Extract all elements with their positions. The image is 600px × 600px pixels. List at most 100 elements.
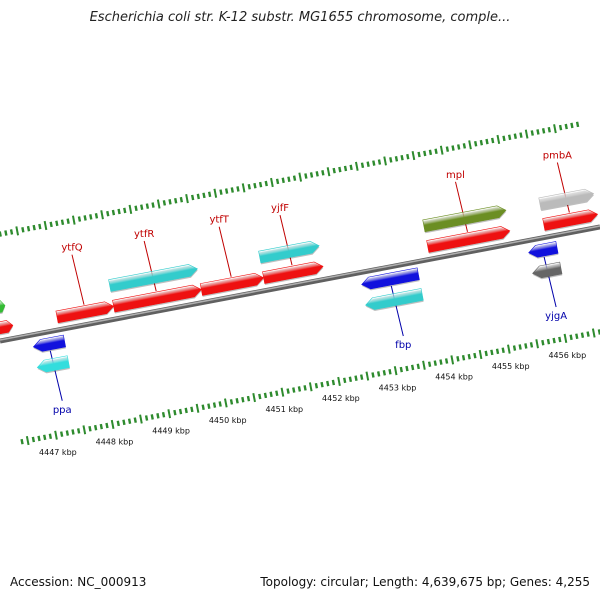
- gene-arrow[interactable]: [538, 188, 595, 212]
- ruler-minor-tick: [502, 135, 506, 142]
- ruler-major-tick: [308, 382, 313, 392]
- ruler-minor-tick: [207, 191, 212, 198]
- gene-arrow-body[interactable]: [528, 241, 559, 258]
- gene-label[interactable]: ytfR: [134, 229, 154, 240]
- ruler-minor-tick: [467, 353, 471, 360]
- gene-label[interactable]: ytfQ: [61, 243, 82, 254]
- ruler-minor-tick: [575, 333, 579, 340]
- gene-label[interactable]: fbp: [395, 340, 411, 351]
- ruler-minor-tick: [31, 436, 36, 443]
- gene-arrow[interactable]: [528, 241, 559, 260]
- ruler-minor-tick: [77, 216, 82, 222]
- ruler-minor-tick: [287, 176, 291, 183]
- kbp-tick-label: 4456 kbp: [548, 351, 586, 360]
- ruler-minor-tick: [174, 197, 178, 204]
- ruler-minor-tick: [360, 374, 364, 380]
- ruler-minor-tick: [558, 124, 563, 131]
- gene-label[interactable]: ytfT: [209, 215, 229, 226]
- ruler-minor-tick: [140, 204, 144, 210]
- ruler-major-tick: [478, 349, 483, 360]
- ruler-minor-tick: [179, 196, 184, 203]
- gene-arrow-body[interactable]: [426, 225, 511, 253]
- gene-label[interactable]: yjfF: [271, 203, 289, 214]
- ruler-minor-tick: [99, 423, 103, 430]
- gene-arrow[interactable]: [108, 263, 199, 293]
- gene-arrow[interactable]: [36, 355, 70, 375]
- gene-arrow-body[interactable]: [36, 355, 70, 374]
- ruler-major-tick: [393, 366, 398, 376]
- ruler-minor-tick: [218, 401, 222, 407]
- gene-arrow[interactable]: [0, 299, 6, 315]
- gene-arrow-body[interactable]: [262, 260, 324, 284]
- ruler-minor-tick: [156, 413, 160, 419]
- gene-arrow[interactable]: [364, 288, 424, 312]
- gene-arrow[interactable]: [361, 267, 420, 292]
- gene-arrow-body[interactable]: [361, 267, 420, 291]
- gene-arrow[interactable]: [422, 204, 508, 234]
- ruler-minor-tick: [332, 167, 336, 174]
- ruler-major-tick: [411, 150, 416, 161]
- ruler-minor-tick: [66, 218, 70, 224]
- gene-arrow-body[interactable]: [542, 208, 599, 231]
- ruler-minor-tick: [297, 386, 302, 392]
- ruler-minor-tick: [190, 406, 194, 413]
- gene-arrow[interactable]: [426, 225, 512, 254]
- ruler-minor-tick: [552, 337, 556, 344]
- ruler-minor-tick: [315, 171, 319, 177]
- ruler-minor-tick: [536, 129, 540, 135]
- gene-arrow[interactable]: [55, 300, 115, 325]
- ruler-major-tick: [167, 409, 172, 419]
- ruler-minor-tick: [427, 361, 432, 367]
- gene-label[interactable]: mpl: [446, 170, 465, 181]
- ruler-minor-tick: [145, 203, 150, 209]
- ruler-minor-tick: [547, 126, 551, 133]
- gene-arrow[interactable]: [542, 208, 599, 232]
- gene-arrow-body[interactable]: [531, 261, 563, 279]
- ruler-minor-tick: [105, 422, 109, 429]
- gene-label[interactable]: yjgA: [545, 311, 567, 322]
- gene-arrow[interactable]: [262, 260, 324, 286]
- ruler-minor-tick: [162, 200, 167, 206]
- ruler-minor-tick: [490, 349, 494, 356]
- gene-arrow-body[interactable]: [32, 334, 66, 353]
- ruler-major-tick: [15, 226, 20, 236]
- gene-arrow[interactable]: [531, 261, 563, 281]
- gene-arrow-body[interactable]: [108, 263, 199, 292]
- ruler-minor-tick: [9, 229, 14, 235]
- gene-arrow-body[interactable]: [422, 204, 507, 233]
- gene-label[interactable]: ppa: [53, 405, 72, 416]
- ruler-minor-tick: [371, 372, 375, 378]
- gene-arrow-body[interactable]: [364, 288, 424, 311]
- ruler-minor-tick: [264, 180, 268, 187]
- ruler-minor-tick: [348, 376, 353, 383]
- gene-arrow[interactable]: [112, 284, 202, 314]
- gene-arrow-body[interactable]: [55, 300, 115, 324]
- gene-label[interactable]: pmbA: [543, 150, 572, 161]
- ruler-minor-tick: [479, 139, 484, 146]
- map-title: Escherichia coli str. K-12 substr. MG165…: [89, 10, 511, 25]
- ruler-minor-tick: [377, 159, 382, 165]
- gene-arrow-body[interactable]: [258, 240, 321, 264]
- ruler-major-tick: [139, 414, 143, 424]
- gene-arrow[interactable]: [32, 334, 66, 354]
- ruler-minor-tick: [354, 375, 358, 381]
- gene-arrow[interactable]: [258, 240, 321, 265]
- ruler-minor-tick: [519, 132, 523, 138]
- gene-arrow-body[interactable]: [199, 272, 265, 296]
- gene-arrow[interactable]: [0, 319, 14, 336]
- ruler-minor-tick: [321, 170, 325, 176]
- ruler-major-tick: [100, 210, 104, 220]
- gene-arrow-body[interactable]: [0, 319, 14, 335]
- ruler-minor-tick: [428, 149, 433, 156]
- ruler-minor-tick: [117, 208, 121, 215]
- ruler-minor-tick: [269, 391, 273, 398]
- gene-arrow[interactable]: [199, 272, 265, 297]
- ruler-minor-tick: [343, 377, 347, 384]
- gene-arrow-body[interactable]: [112, 284, 202, 313]
- gene-arrow-body[interactable]: [0, 299, 6, 314]
- ruler-major-tick: [252, 392, 256, 403]
- ruler-major-tick: [82, 425, 87, 435]
- gene-arrow-body[interactable]: [538, 188, 595, 211]
